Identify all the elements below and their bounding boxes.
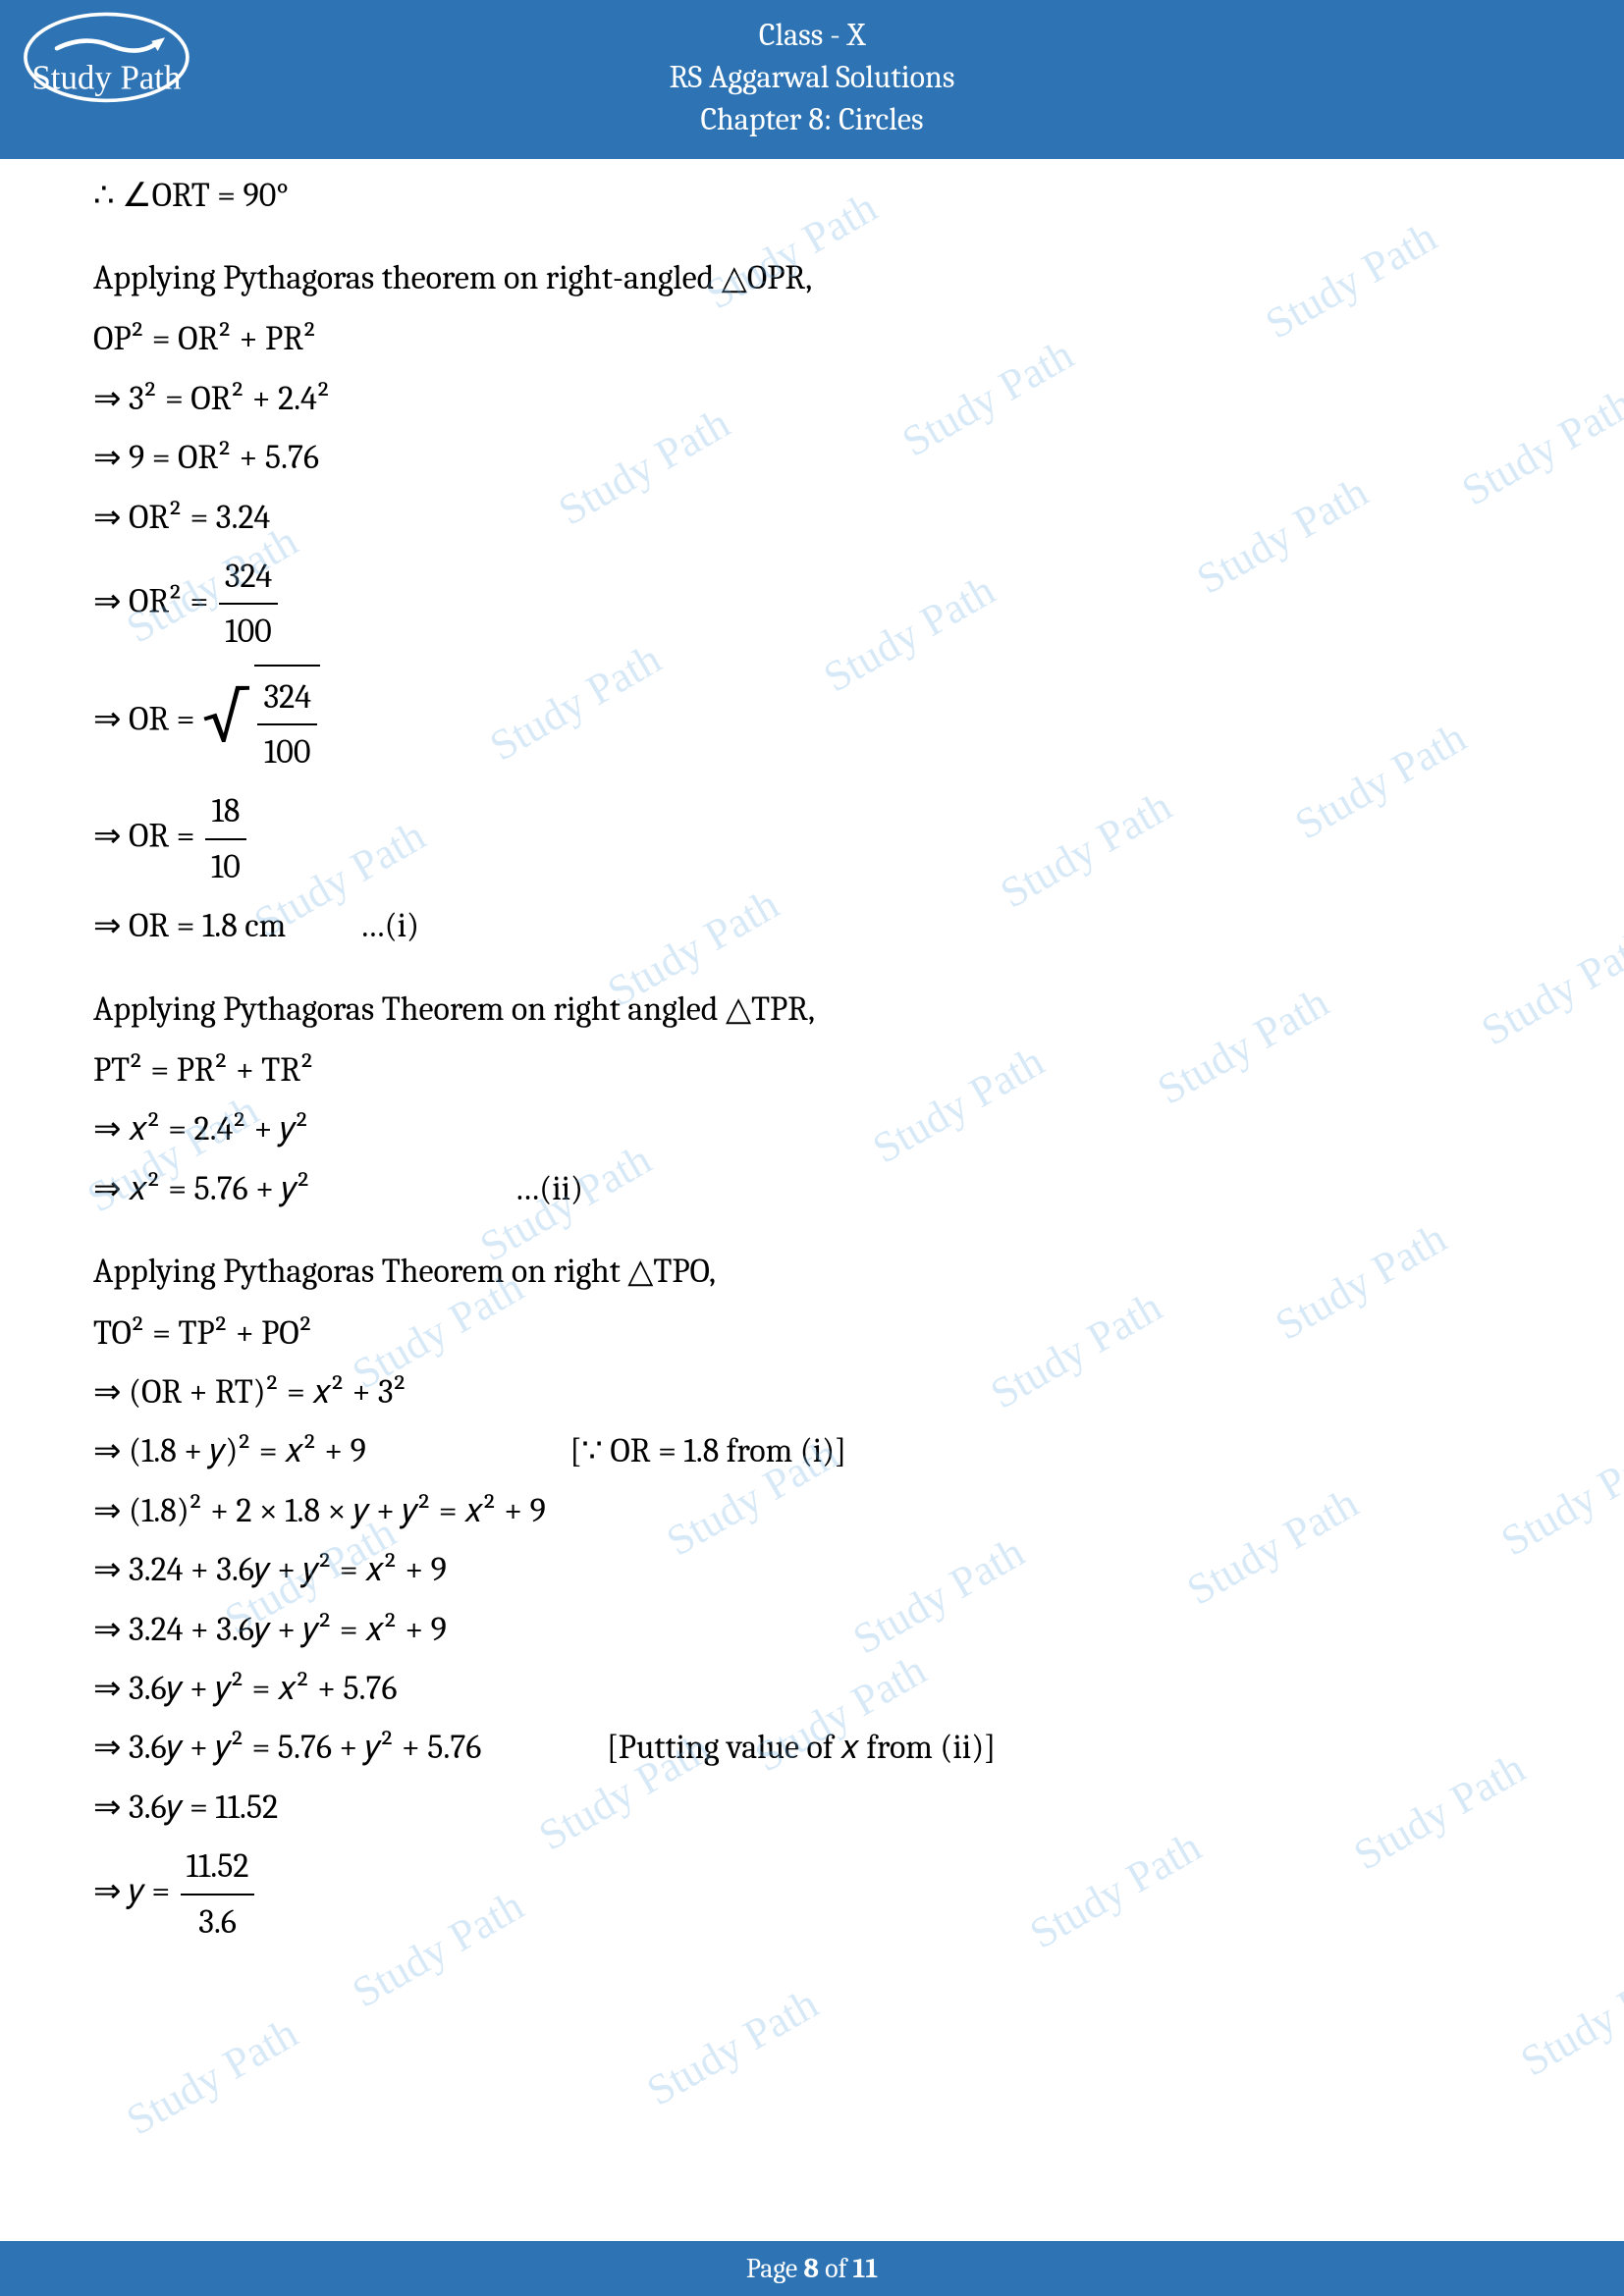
equation-line: ∴ ∠ORT = 90° xyxy=(93,169,1531,222)
sqrt: √ 324 100 xyxy=(202,665,320,779)
equation-line: PT² = PR² + TR² xyxy=(93,1043,1531,1096)
denominator: 100 xyxy=(219,605,278,658)
watermark-text: Study Path xyxy=(638,1978,827,2115)
watermark-text: Study Path xyxy=(118,2007,306,2145)
equation-line: ⇒ (OR + RT)² = 𝑥² + 3² xyxy=(93,1365,1531,1418)
equation-line: OP² = OR² + PR² xyxy=(93,312,1531,365)
numerator: 18 xyxy=(205,784,246,839)
fraction: 324 100 xyxy=(257,670,316,779)
equation-line: ⇒ 3² = OR² + 2.4² xyxy=(93,372,1531,425)
eq-prefix: ⇒ OR = xyxy=(93,699,202,738)
page-footer: Page 8 of 11 xyxy=(0,2241,1624,2296)
equation-line: TO² = TP² + PO² xyxy=(93,1307,1531,1360)
header-chapter: Chapter 8: Circles xyxy=(0,98,1624,140)
equation-line: ⇒ 3.6𝑦 + 𝑦² = 5.76 + 𝑦² + 5.76 [Putting … xyxy=(93,1721,1531,1774)
numerator: 324 xyxy=(219,550,278,605)
equation-line: ⇒ OR = 1.8 cm …(i) xyxy=(93,899,1531,952)
logo: Study Path xyxy=(18,8,204,116)
svg-text:Study Path: Study Path xyxy=(31,59,181,97)
equation-line: ⇒ 𝑦 = 11.52 3.6 xyxy=(93,1840,1531,1949)
watermark-text: Study Path xyxy=(1512,1949,1624,2086)
eq-prefix: ⇒ OR = xyxy=(93,817,202,856)
equation-line: ⇒ 3.6𝑦 = 11.52 xyxy=(93,1781,1531,1834)
equation-note: [∵ OR = 1.8 from (i)] xyxy=(569,1424,846,1477)
equation-tag: …(ii) xyxy=(514,1162,583,1215)
study-path-logo-icon: Study Path xyxy=(18,8,204,116)
equation-line: ⇒ OR = 18 10 xyxy=(93,784,1531,893)
eq-text: ⇒ (1.8 + 𝑦)² = 𝑥² + 9 xyxy=(93,1431,366,1470)
equation-line: ⇒ 𝑥² = 5.76 + 𝑦² …(ii) xyxy=(93,1162,1531,1215)
page-header: Study Path Class - X RS Aggarwal Solutio… xyxy=(0,0,1624,159)
footer-mid: of xyxy=(819,2253,853,2284)
equation-line: ⇒ OR² = 3.24 xyxy=(93,491,1531,544)
fraction: 324 100 xyxy=(219,550,278,659)
equation-line: ⇒ 3.24 + 3.6𝑦 + 𝑦² = 𝑥² + 9 xyxy=(93,1603,1531,1656)
paragraph: Applying Pythagoras theorem on right-ang… xyxy=(93,251,1531,304)
denominator: 100 xyxy=(257,725,316,778)
page-current: 8 xyxy=(803,2253,819,2284)
header-class: Class - X xyxy=(0,14,1624,56)
page-total: 11 xyxy=(853,2253,879,2284)
numerator: 324 xyxy=(257,670,316,725)
equation-line: ⇒ OR = √ 324 100 xyxy=(93,665,1531,779)
numerator: 11.52 xyxy=(181,1840,255,1895)
equation-line: ⇒ 9 = OR² + 5.76 xyxy=(93,431,1531,484)
equation-line: ⇒ (1.8)² + 2 × 1.8 × 𝑦 + 𝑦² = 𝑥² + 9 xyxy=(93,1484,1531,1537)
equation-note: [Putting value of 𝑥 from (ii)] xyxy=(607,1721,996,1774)
fraction: 18 10 xyxy=(205,784,246,893)
eq-text: ⇒ 𝑥² = 5.76 + 𝑦² xyxy=(93,1169,310,1208)
eq-text: ⇒ 3.6𝑦 + 𝑦² = 5.76 + 𝑦² + 5.76 xyxy=(93,1728,481,1767)
content-body: ∴ ∠ORT = 90° Applying Pythagoras theorem… xyxy=(0,159,1624,1949)
header-book: RS Aggarwal Solutions xyxy=(0,56,1624,98)
equation-line: ⇒ 3.6𝑦 + 𝑦² = 𝑥² + 5.76 xyxy=(93,1662,1531,1715)
paragraph: Applying Pythagoras Theorem on right △TP… xyxy=(93,1245,1531,1298)
equation-line: ⇒ OR² = 324 100 xyxy=(93,550,1531,659)
denominator: 3.6 xyxy=(181,1896,255,1949)
eq-prefix: ⇒ 𝑦 = xyxy=(93,1871,178,1910)
eq-prefix: ⇒ OR² = xyxy=(93,581,216,620)
fraction: 11.52 3.6 xyxy=(181,1840,255,1949)
paragraph: Applying Pythagoras Theorem on right ang… xyxy=(93,983,1531,1036)
denominator: 10 xyxy=(205,840,246,893)
equation-line: ⇒ 3.24 + 3.6𝑦 + 𝑦² = 𝑥² + 9 xyxy=(93,1543,1531,1596)
equation-line: ⇒ 𝑥² = 2.4² + 𝑦² xyxy=(93,1102,1531,1155)
sqrt-icon: √ xyxy=(202,690,247,745)
footer-prefix: Page xyxy=(746,2253,804,2284)
equation-line: ⇒ (1.8 + 𝑦)² = 𝑥² + 9 [∵ OR = 1.8 from (… xyxy=(93,1424,1531,1477)
